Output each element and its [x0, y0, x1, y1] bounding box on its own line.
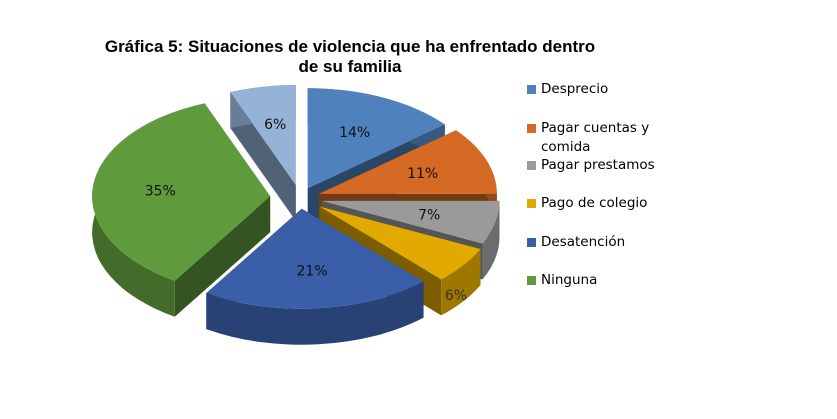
data-label: 7% — [418, 207, 440, 223]
slice-side-wall — [174, 196, 271, 317]
pie-slice-pagar-prestamos — [321, 200, 500, 244]
pie-slice-pago-de-colegio — [319, 206, 481, 280]
legend-label: Pago de colegio — [541, 195, 648, 211]
legend-label: Desatención — [541, 233, 626, 250]
legend-swatch — [527, 237, 536, 247]
slice-outer-wall — [441, 249, 481, 316]
slice-outer-wall — [482, 200, 500, 280]
legend-label: Pagar prestamos — [541, 156, 655, 173]
slice-outer-wall — [206, 281, 424, 345]
pie-slice-desatención — [206, 208, 424, 309]
pie-slice-pagar-cuentas-y-comida — [318, 130, 497, 194]
data-label: 6% — [445, 288, 467, 304]
legend-swatch — [527, 160, 536, 170]
legend-swatch — [527, 276, 536, 285]
legend-swatch — [527, 199, 536, 208]
data-labels: 6% 14% 11% 35% 7% 6% 21% — [145, 117, 467, 304]
pie-slice-ninguna — [92, 103, 271, 281]
data-label: 11% — [407, 166, 438, 182]
legend-swatch — [527, 123, 536, 133]
data-label: 14% — [339, 125, 370, 141]
pie-tops — [92, 85, 500, 309]
chart-title-line-1: Gráfica 5: Situaciones de violencia que … — [104, 37, 596, 56]
data-label: 35% — [145, 183, 176, 199]
pie-slice-desprecio — [307, 88, 445, 189]
data-label: 21% — [297, 263, 328, 279]
legend-label: Pagar cuentas y comida — [541, 119, 650, 155]
pie-slice-unlabeled — [230, 85, 296, 186]
legend-label: Ninguna — [541, 272, 598, 288]
legend-label: Desprecio — [541, 81, 609, 97]
chart-title-line-2: de su familia — [298, 57, 402, 76]
data-label: 6% — [264, 117, 286, 133]
legend-swatch — [527, 85, 536, 94]
